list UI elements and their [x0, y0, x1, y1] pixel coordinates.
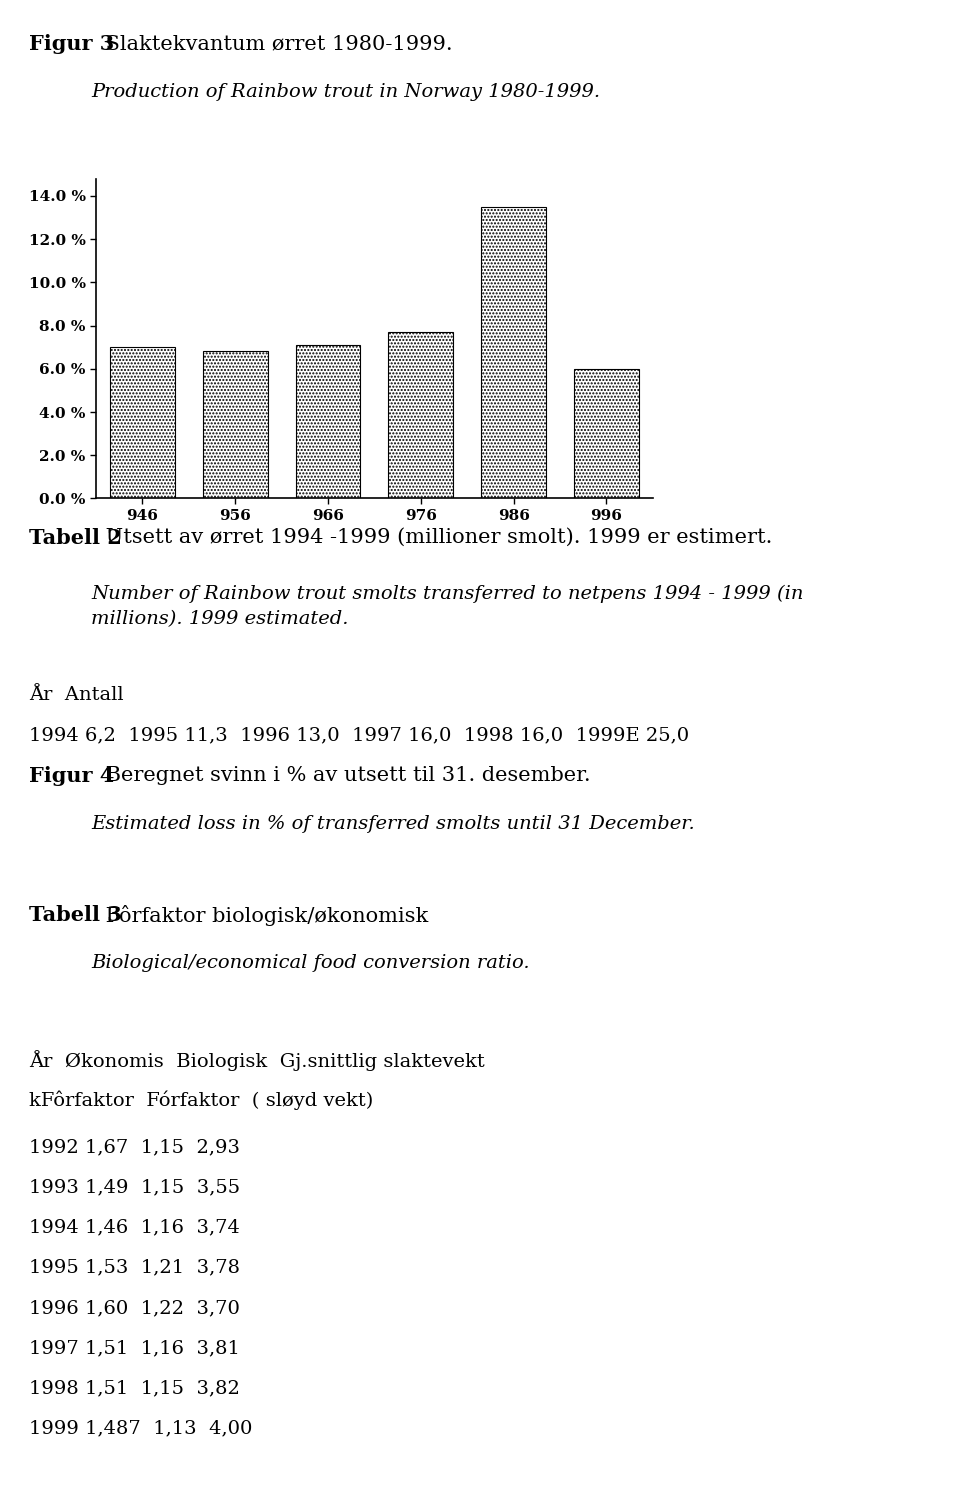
Bar	[481, 207, 546, 498]
Text: Biological/economical food conversion ratio.: Biological/economical food conversion ra…	[91, 954, 530, 972]
Text: År  Antall: År Antall	[29, 686, 124, 704]
Bar	[203, 351, 268, 498]
Text: 1997 1,51  1,16  3,81: 1997 1,51 1,16 3,81	[29, 1339, 240, 1357]
Bar	[574, 369, 639, 498]
Text: Tabell 2: Tabell 2	[29, 528, 122, 548]
Text: Figur 3: Figur 3	[29, 34, 114, 54]
Text: 1992 1,67  1,15  2,93: 1992 1,67 1,15 2,93	[29, 1138, 240, 1156]
Text: Tabell 3: Tabell 3	[29, 905, 122, 924]
Text: Fôrfaktor biologisk/økonomisk: Fôrfaktor biologisk/økonomisk	[99, 905, 428, 926]
Bar	[388, 332, 453, 498]
Text: År  Økonomis  Biologisk  Gj.snittlig slaktevekt: År Økonomis Biologisk Gj.snittlig slakte…	[29, 1051, 485, 1071]
Text: Number of Rainbow trout smolts transferred to netpens 1994 - 1999 (in
millions).: Number of Rainbow trout smolts transferr…	[91, 585, 804, 628]
Text: Utsett av ørret 1994 -1999 (millioner smolt). 1999 er estimert.: Utsett av ørret 1994 -1999 (millioner sm…	[99, 528, 772, 548]
Text: Production of Rainbow trout in Norway 1980-1999.: Production of Rainbow trout in Norway 19…	[91, 83, 600, 101]
Bar	[109, 347, 175, 498]
Text: 1994 1,46  1,16  3,74: 1994 1,46 1,16 3,74	[29, 1219, 240, 1237]
Text: 1996 1,60  1,22  3,70: 1996 1,60 1,22 3,70	[29, 1299, 240, 1317]
Bar	[296, 345, 360, 498]
Text: kFôrfaktor  Fórfaktor  ( sløyd vekt): kFôrfaktor Fórfaktor ( sløyd vekt)	[29, 1091, 373, 1110]
Text: 1993 1,49  1,15  3,55: 1993 1,49 1,15 3,55	[29, 1178, 240, 1196]
Text: Estimated loss in % of transferred smolts until 31 December.: Estimated loss in % of transferred smolt…	[91, 815, 695, 833]
Text: 1994 6,2  1995 11,3  1996 13,0  1997 16,0  1998 16,0  1999E 25,0: 1994 6,2 1995 11,3 1996 13,0 1997 16,0 1…	[29, 726, 689, 744]
Text: 1995 1,53  1,21  3,78: 1995 1,53 1,21 3,78	[29, 1259, 240, 1277]
Text: Beregnet svinn i % av utsett til 31. desember.: Beregnet svinn i % av utsett til 31. des…	[99, 766, 590, 786]
Text: Figur 4: Figur 4	[29, 766, 114, 786]
Text: Slaktekvantum ørret 1980-1999.: Slaktekvantum ørret 1980-1999.	[99, 34, 452, 54]
Text: 1998 1,51  1,15  3,82: 1998 1,51 1,15 3,82	[29, 1379, 240, 1397]
Text: 1999 1,487  1,13  4,00: 1999 1,487 1,13 4,00	[29, 1420, 252, 1437]
